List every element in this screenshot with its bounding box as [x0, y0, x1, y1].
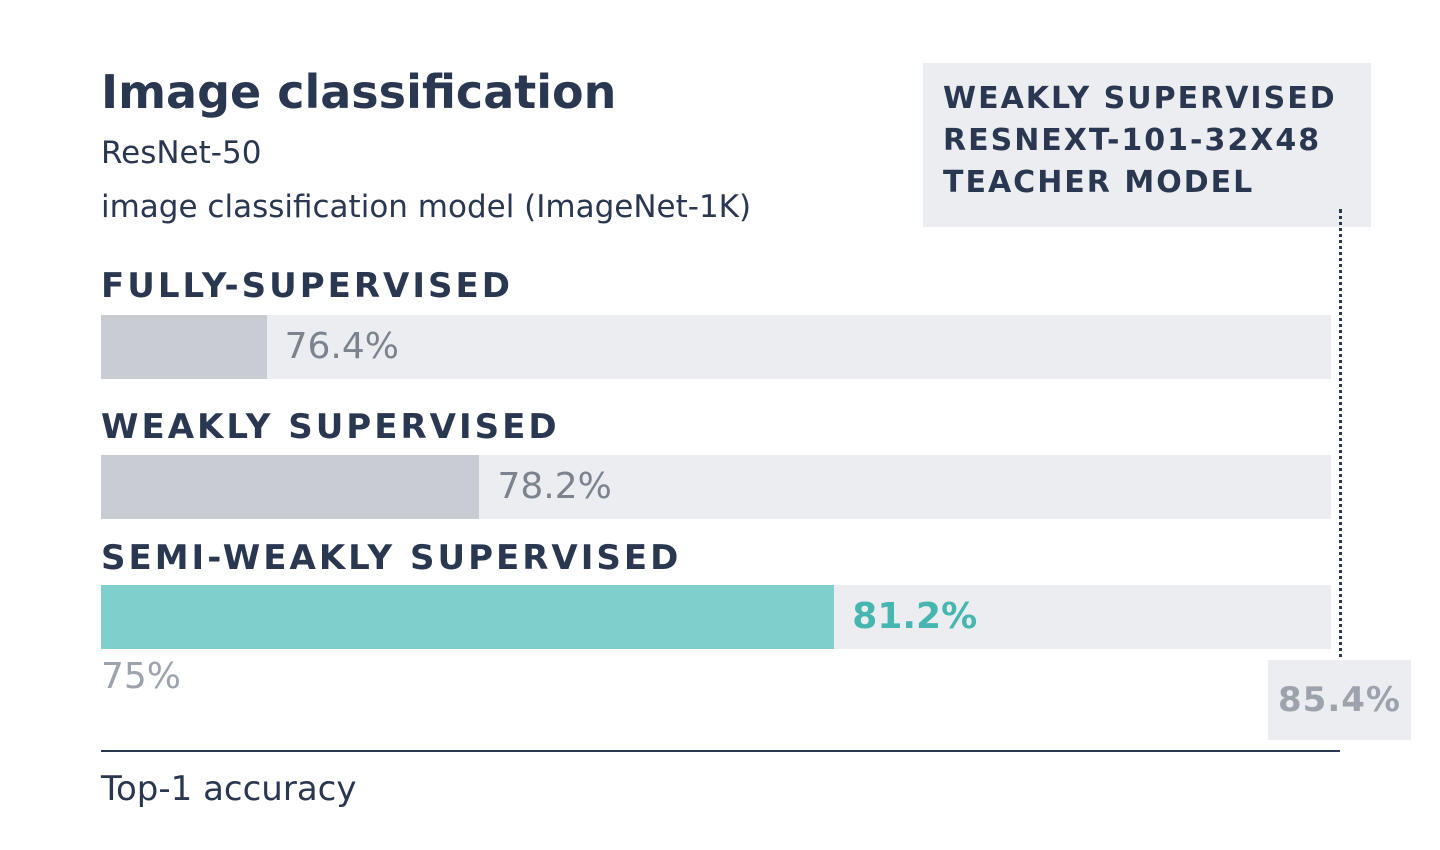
chart-title: Image classification	[101, 65, 617, 119]
teacher-reference-line	[1339, 209, 1342, 665]
bar-track-weakly-supervised: 78.2%	[101, 455, 1331, 519]
chart-subtitle-dataset: image classification model (ImageNet-1K)	[101, 189, 752, 225]
chart-subtitle-model: ResNet-50	[101, 135, 262, 171]
bar-track-semi-weakly-supervised: 81.2%	[101, 585, 1331, 649]
bar-semi-weakly-supervised	[101, 585, 835, 649]
axis-max-box: 85.4%	[1268, 660, 1411, 740]
category-label-weakly-supervised: WEAKLY SUPERVISED	[101, 407, 560, 447]
teacher-label-line-2: RESNEXT-101-32X48	[943, 123, 1322, 158]
teacher-label-line-1: WEAKLY SUPERVISED	[943, 81, 1337, 116]
bar-fully-supervised	[101, 315, 267, 379]
axis-max-label: 85.4%	[1278, 680, 1401, 720]
x-axis-title: Top-1 accuracy	[101, 769, 357, 809]
axis-min-label: 75%	[101, 656, 182, 697]
category-label-fully-supervised: FULLY-SUPERVISED	[101, 266, 513, 306]
axis-baseline	[101, 750, 1340, 752]
value-label-fully-supervised: 76.4%	[284, 326, 399, 367]
teacher-model-callout: WEAKLY SUPERVISED RESNEXT-101-32X48 TEAC…	[923, 63, 1371, 227]
category-label-semi-weakly-supervised: SEMI-WEAKLY SUPERVISED	[101, 538, 682, 578]
bar-track-fully-supervised: 76.4%	[101, 315, 1331, 379]
teacher-label-line-3: TEACHER MODEL	[943, 165, 1255, 200]
value-label-semi-weakly-supervised: 81.2%	[852, 596, 978, 637]
bar-weakly-supervised	[101, 455, 480, 519]
value-label-weakly-supervised: 78.2%	[497, 466, 612, 507]
